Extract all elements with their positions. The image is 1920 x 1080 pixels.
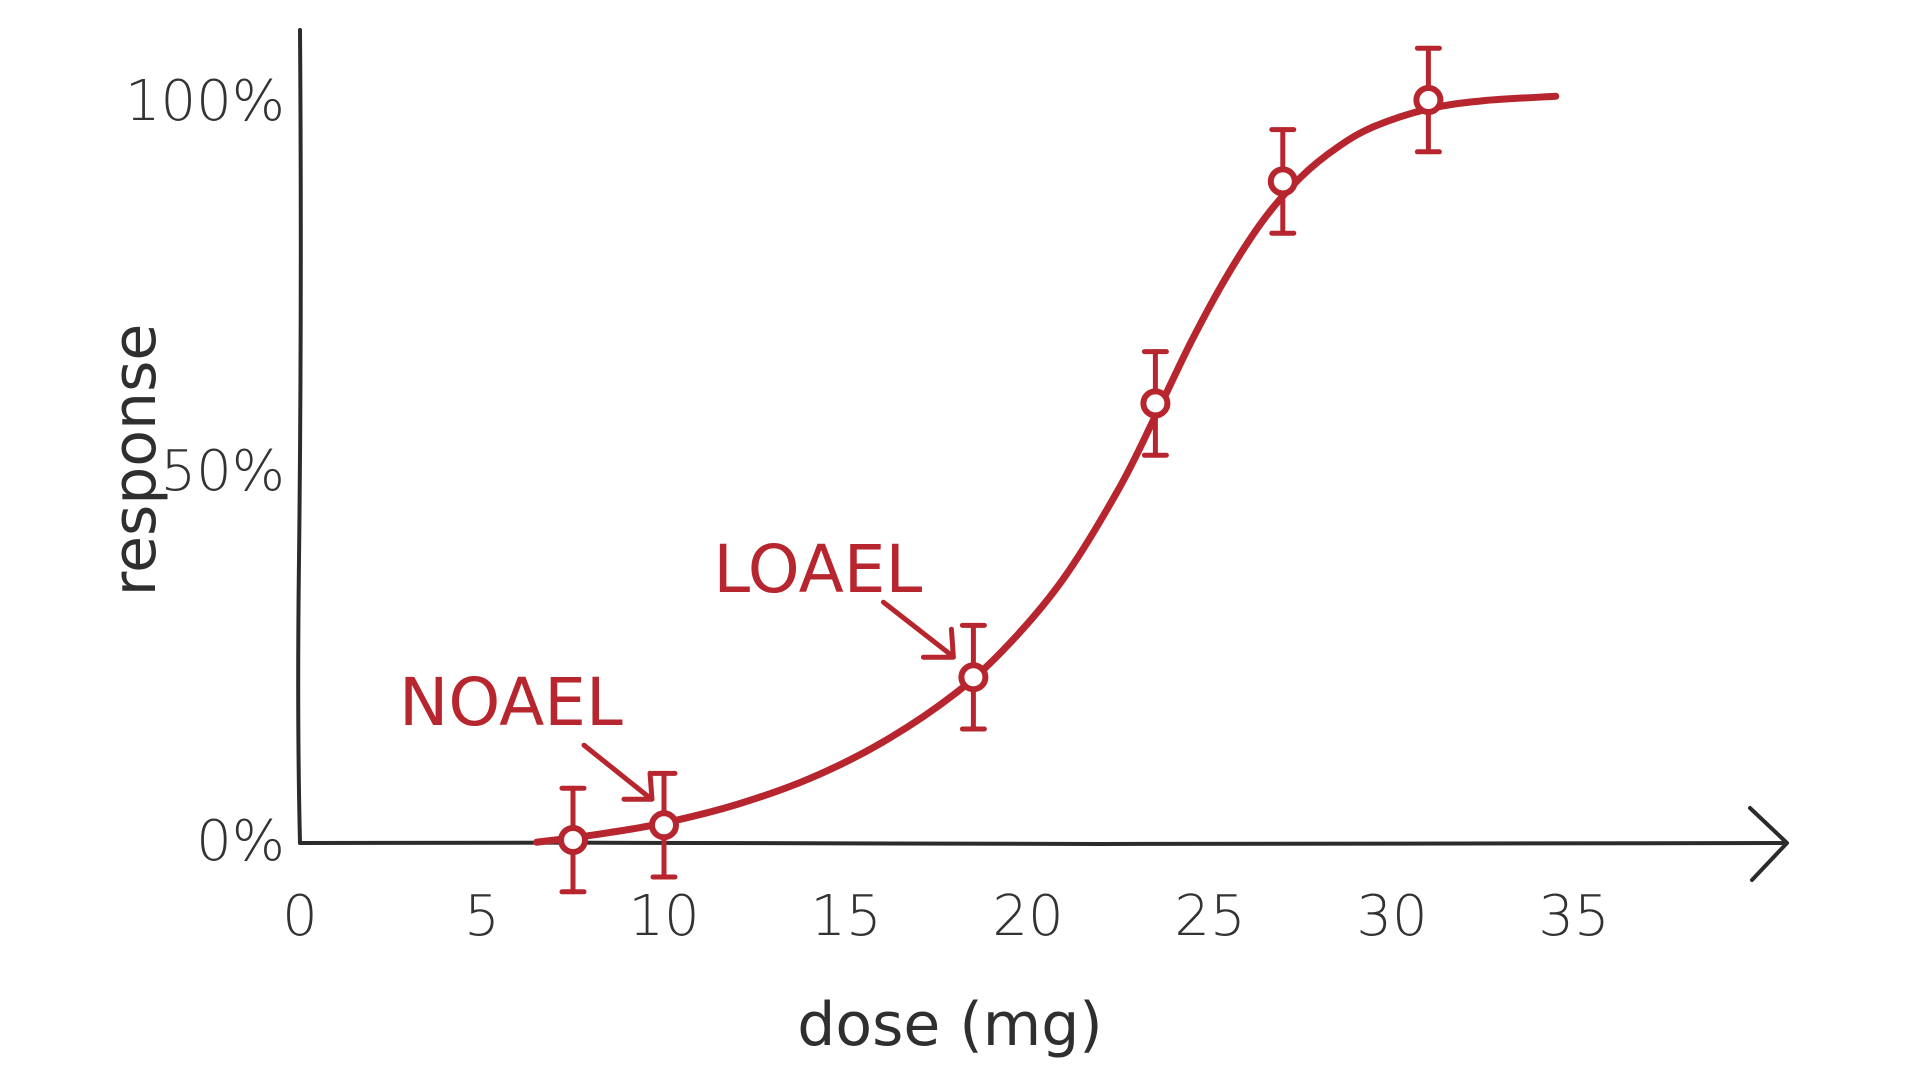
x-axis-title: dose (mg) — [797, 990, 1102, 1060]
y-axis-line — [296, 28, 303, 845]
annotation-label: NOAEL — [399, 664, 623, 741]
x-axis-arrowhead — [1748, 806, 1789, 882]
y-tick-label: 100% — [125, 69, 285, 134]
x-tick-label: 5 — [464, 884, 500, 949]
x-tick-label: 35 — [1538, 884, 1609, 949]
data-point — [649, 810, 679, 841]
data-point — [1267, 166, 1298, 197]
x-tick-label: 25 — [1174, 884, 1245, 949]
x-tick-label: 15 — [810, 884, 881, 949]
data-point — [558, 825, 588, 855]
data-point — [1413, 85, 1444, 115]
annotation-arrow — [880, 599, 956, 660]
annotation-arrow — [581, 742, 655, 802]
y-tick-label: 0% — [196, 809, 285, 874]
x-tick-label: 30 — [1356, 884, 1427, 949]
y-axis-title: response — [100, 324, 170, 597]
annotation-label: LOAEL — [713, 531, 922, 608]
fitted-curve — [533, 92, 1560, 846]
x-tick-label: 0 — [282, 884, 318, 949]
x-tick-label: 10 — [628, 884, 699, 949]
data-point — [1140, 388, 1171, 419]
data-point — [958, 662, 989, 693]
x-axis-line — [298, 840, 1787, 846]
y-tick-label: 50% — [161, 439, 285, 504]
x-tick-label: 20 — [992, 884, 1063, 949]
